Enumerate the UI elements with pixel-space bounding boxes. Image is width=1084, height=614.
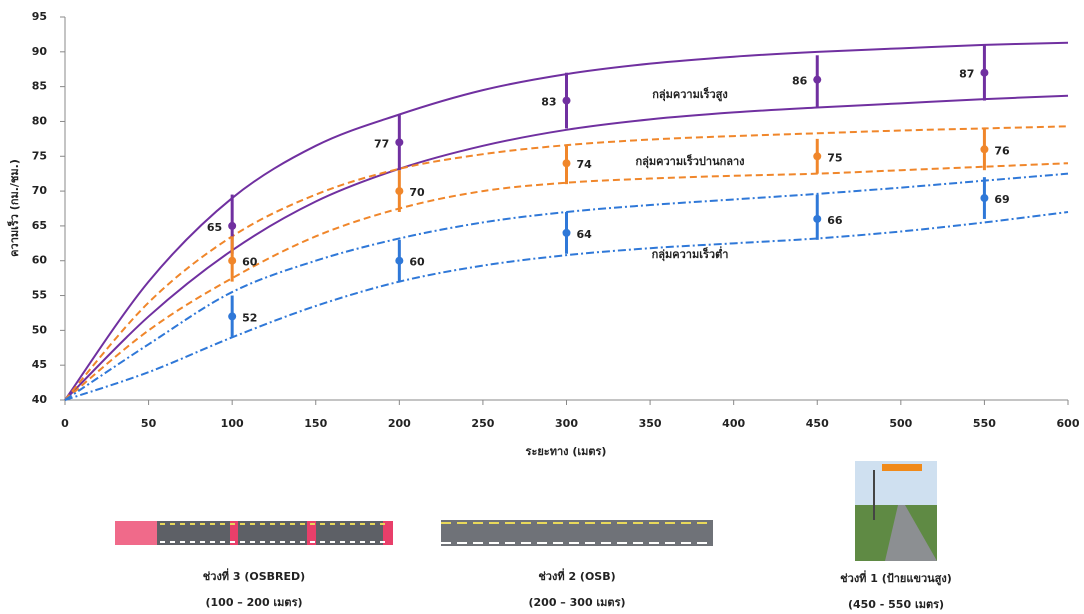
value-label: 60 xyxy=(242,256,258,269)
value-label: 83 xyxy=(541,96,556,109)
y-tick-label: 60 xyxy=(32,254,48,267)
value-label: 77 xyxy=(374,137,389,150)
x-tick-label: 200 xyxy=(388,417,411,430)
group-label: กลุ่มความเร็วสูง xyxy=(652,87,728,102)
y-tick-label: 50 xyxy=(32,323,48,336)
point xyxy=(980,194,988,202)
value-label: 74 xyxy=(577,158,593,171)
x-tick-label: 450 xyxy=(806,417,829,430)
bound-curve xyxy=(65,163,1068,400)
value-label: 65 xyxy=(207,221,222,234)
group-label: กลุ่มความเร็วต่ำ xyxy=(652,246,729,262)
value-label: 87 xyxy=(959,68,974,81)
point xyxy=(228,312,236,320)
point xyxy=(980,145,988,153)
x-tick-label: 250 xyxy=(471,417,494,430)
point xyxy=(563,229,571,237)
x-axis-label: ระยะทาง (เมตร) xyxy=(526,445,607,458)
y-axis-label: ความเร็ว (กม./ชม.) xyxy=(7,159,21,257)
x-tick-label: 500 xyxy=(889,417,912,430)
section-image xyxy=(115,521,393,545)
value-label: 76 xyxy=(994,144,1010,157)
y-tick-label: 85 xyxy=(32,80,47,93)
value-label: 70 xyxy=(409,186,425,199)
x-tick-label: 150 xyxy=(304,417,327,430)
y-tick-label: 70 xyxy=(32,184,48,197)
value-label: 66 xyxy=(827,214,843,227)
value-label: 69 xyxy=(994,193,1009,206)
point xyxy=(980,69,988,77)
section-range: (200 – 300 เมตร) xyxy=(528,596,625,609)
point xyxy=(813,152,821,160)
point xyxy=(395,138,403,146)
chart: ความเร็ว (กม./ชม.) ระยะทาง (เมตร) 40 45 50… xyxy=(0,0,1084,614)
y-tick-label: 90 xyxy=(32,45,48,58)
point xyxy=(395,257,403,265)
value-label: 86 xyxy=(792,75,808,88)
value-label: 60 xyxy=(409,256,425,269)
section-image xyxy=(441,520,713,546)
x-tick-label: 300 xyxy=(555,417,578,430)
y-tick-label: 40 xyxy=(32,393,48,406)
y-tick-label: 65 xyxy=(32,219,47,232)
point xyxy=(813,76,821,84)
x-tick-label: 600 xyxy=(1057,417,1080,430)
x-tick-label: 100 xyxy=(221,417,244,430)
x-tick-label: 400 xyxy=(722,417,745,430)
x-tick-label: 50 xyxy=(141,417,157,430)
point xyxy=(563,159,571,167)
section-range: (100 – 200 เมตร) xyxy=(205,596,302,609)
point xyxy=(563,97,571,105)
y-tick-label: 55 xyxy=(32,289,47,302)
value-label: 52 xyxy=(242,311,257,324)
section-title: ช่วงที่ 1 (ป้ายแขวนสูง) xyxy=(840,570,952,586)
x-tick-label: 0 xyxy=(61,417,69,430)
group-label: กลุ่มความเร็วปานกลาง xyxy=(635,154,744,169)
point xyxy=(395,187,403,195)
x-tick-label: 350 xyxy=(639,417,662,430)
point xyxy=(228,257,236,265)
y-tick-label: 45 xyxy=(32,358,47,371)
value-label: 75 xyxy=(827,151,842,164)
red-segment xyxy=(115,521,157,545)
section-photo xyxy=(855,461,937,561)
x-tick-label: 550 xyxy=(973,417,996,430)
section-title: ช่วงที่ 3 (OSBRED) xyxy=(203,568,305,583)
value-label: 64 xyxy=(577,228,593,241)
y-tick-label: 80 xyxy=(32,114,48,127)
point xyxy=(813,215,821,223)
section-range: (450 - 550 เมตร) xyxy=(848,598,944,611)
y-tick-label: 95 xyxy=(32,10,47,23)
point xyxy=(228,222,236,230)
section-title: ช่วงที่ 2 (OSB) xyxy=(538,568,615,583)
sign-board xyxy=(882,464,922,471)
page: ความเร็ว (กม./ชม.) ระยะทาง (เมตร) 40 45 50… xyxy=(0,0,1084,614)
y-tick-label: 75 xyxy=(32,149,47,162)
